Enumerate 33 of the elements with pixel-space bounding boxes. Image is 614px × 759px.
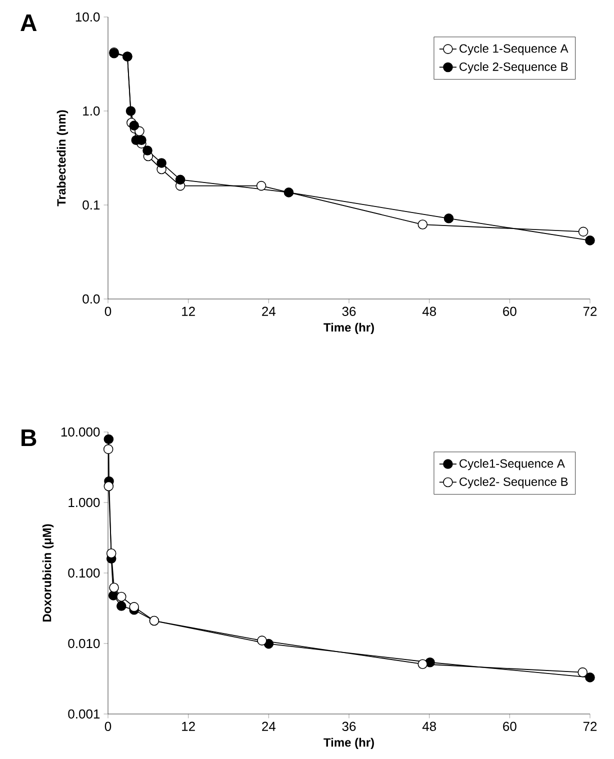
y-tick-label: 10.000 [61, 427, 100, 437]
y-tick-label: 1.000 [68, 498, 100, 508]
y-axis-title: Doxorubicin (μM) [42, 524, 54, 622]
x-tick-label: 48 [422, 722, 436, 731]
x-tick-label: 48 [422, 306, 436, 316]
x-tick-label: 24 [262, 722, 276, 731]
x-tick-label: 24 [262, 306, 276, 316]
chart-title: B [22, 430, 36, 446]
y-tick-label: 0.0 [82, 294, 100, 304]
y-tick-label: 10.0 [76, 12, 100, 22]
legend-label: Cycle1-Sequence A [460, 458, 565, 470]
x-tick-label: 60 [503, 306, 516, 316]
x-tick-label: 36 [342, 722, 356, 731]
y-axis-title: Trabectedin (nm) [56, 110, 68, 206]
legend-label: Cycle2- Sequence B [460, 477, 568, 488]
y-tick-label: 0.001 [68, 709, 100, 719]
x-tick-label: 12 [182, 722, 195, 731]
y-tick-label: 0.010 [68, 638, 100, 648]
x-tick-label: 60 [503, 722, 516, 731]
y-tick-label: 0.1 [82, 200, 100, 210]
x-axis-title: Time (hr) [324, 738, 374, 750]
chart-title: A [20, 14, 37, 32]
x-tick-label: 0 [104, 306, 112, 316]
x-tick-label: 36 [342, 306, 356, 316]
x-tick-label: 0 [104, 722, 112, 731]
x-tick-label: 72 [583, 306, 597, 316]
x-tick-label: 72 [583, 722, 597, 731]
y-tick-label: 1.0 [83, 106, 100, 116]
x-tick-label: 12 [182, 306, 195, 316]
y-tick-label: 0.100 [68, 568, 100, 578]
x-axis-title: Time (hr) [324, 322, 374, 334]
legend-label: Cycle 1-Sequence A [460, 44, 568, 56]
legend-label: Cycle 2-Sequence B [460, 62, 568, 74]
